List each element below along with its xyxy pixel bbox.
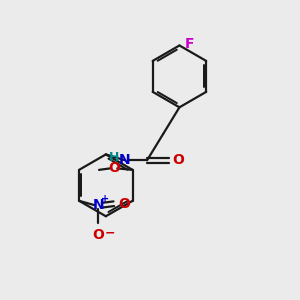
Text: O: O (92, 228, 104, 242)
Text: +: + (100, 194, 109, 204)
Text: O: O (108, 161, 120, 176)
Text: O: O (118, 197, 130, 211)
Text: O: O (172, 153, 184, 167)
Text: N: N (92, 198, 104, 212)
Text: N: N (119, 153, 131, 167)
Text: H: H (109, 152, 119, 164)
Text: F: F (185, 37, 194, 51)
Text: −: − (105, 226, 115, 239)
